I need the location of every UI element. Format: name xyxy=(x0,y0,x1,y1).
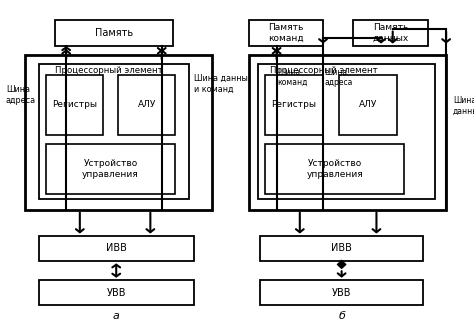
Text: Шина данных
и команд: Шина данных и команд xyxy=(193,74,252,93)
Bar xyxy=(55,20,173,46)
Text: Устройство
управления: Устройство управления xyxy=(306,159,363,179)
Bar xyxy=(46,75,102,135)
Text: УВВ: УВВ xyxy=(107,288,126,298)
Text: Регистры: Регистры xyxy=(272,100,317,109)
Bar xyxy=(260,281,423,305)
Bar xyxy=(39,281,193,305)
Text: УВВ: УВВ xyxy=(332,288,351,298)
Text: Регистры: Регистры xyxy=(52,100,97,109)
Bar xyxy=(46,143,175,194)
Text: Процессорный элемент: Процессорный элемент xyxy=(55,66,163,75)
Text: а: а xyxy=(113,311,119,321)
Bar xyxy=(265,143,404,194)
Bar xyxy=(249,55,446,210)
Polygon shape xyxy=(337,261,346,268)
Text: АЛУ: АЛУ xyxy=(359,100,377,109)
Text: ИВВ: ИВВ xyxy=(331,243,352,253)
Bar xyxy=(118,75,175,135)
Text: Шина
адреса: Шина адреса xyxy=(6,85,36,105)
Bar xyxy=(39,236,193,261)
Text: ИВВ: ИВВ xyxy=(106,243,127,253)
Text: Шина
команд: Шина команд xyxy=(278,67,308,87)
Text: АЛУ: АЛУ xyxy=(138,100,156,109)
Text: Устройство
управления: Устройство управления xyxy=(82,159,139,179)
Text: Шина
адреса: Шина адреса xyxy=(324,67,353,87)
Bar xyxy=(258,64,435,199)
Bar xyxy=(25,55,212,210)
Bar xyxy=(260,236,423,261)
Text: Процессорный элемент: Процессорный элемент xyxy=(270,66,377,75)
Bar xyxy=(39,64,189,199)
Text: Память
данных: Память данных xyxy=(372,23,409,43)
Bar xyxy=(249,20,323,46)
Text: б: б xyxy=(338,311,345,321)
Text: Память
команд: Память команд xyxy=(268,23,304,43)
Bar xyxy=(265,75,323,135)
Bar xyxy=(353,20,428,46)
Bar xyxy=(339,75,397,135)
Text: Шина
данных: Шина данных xyxy=(453,96,474,116)
Text: Память: Память xyxy=(95,28,133,38)
